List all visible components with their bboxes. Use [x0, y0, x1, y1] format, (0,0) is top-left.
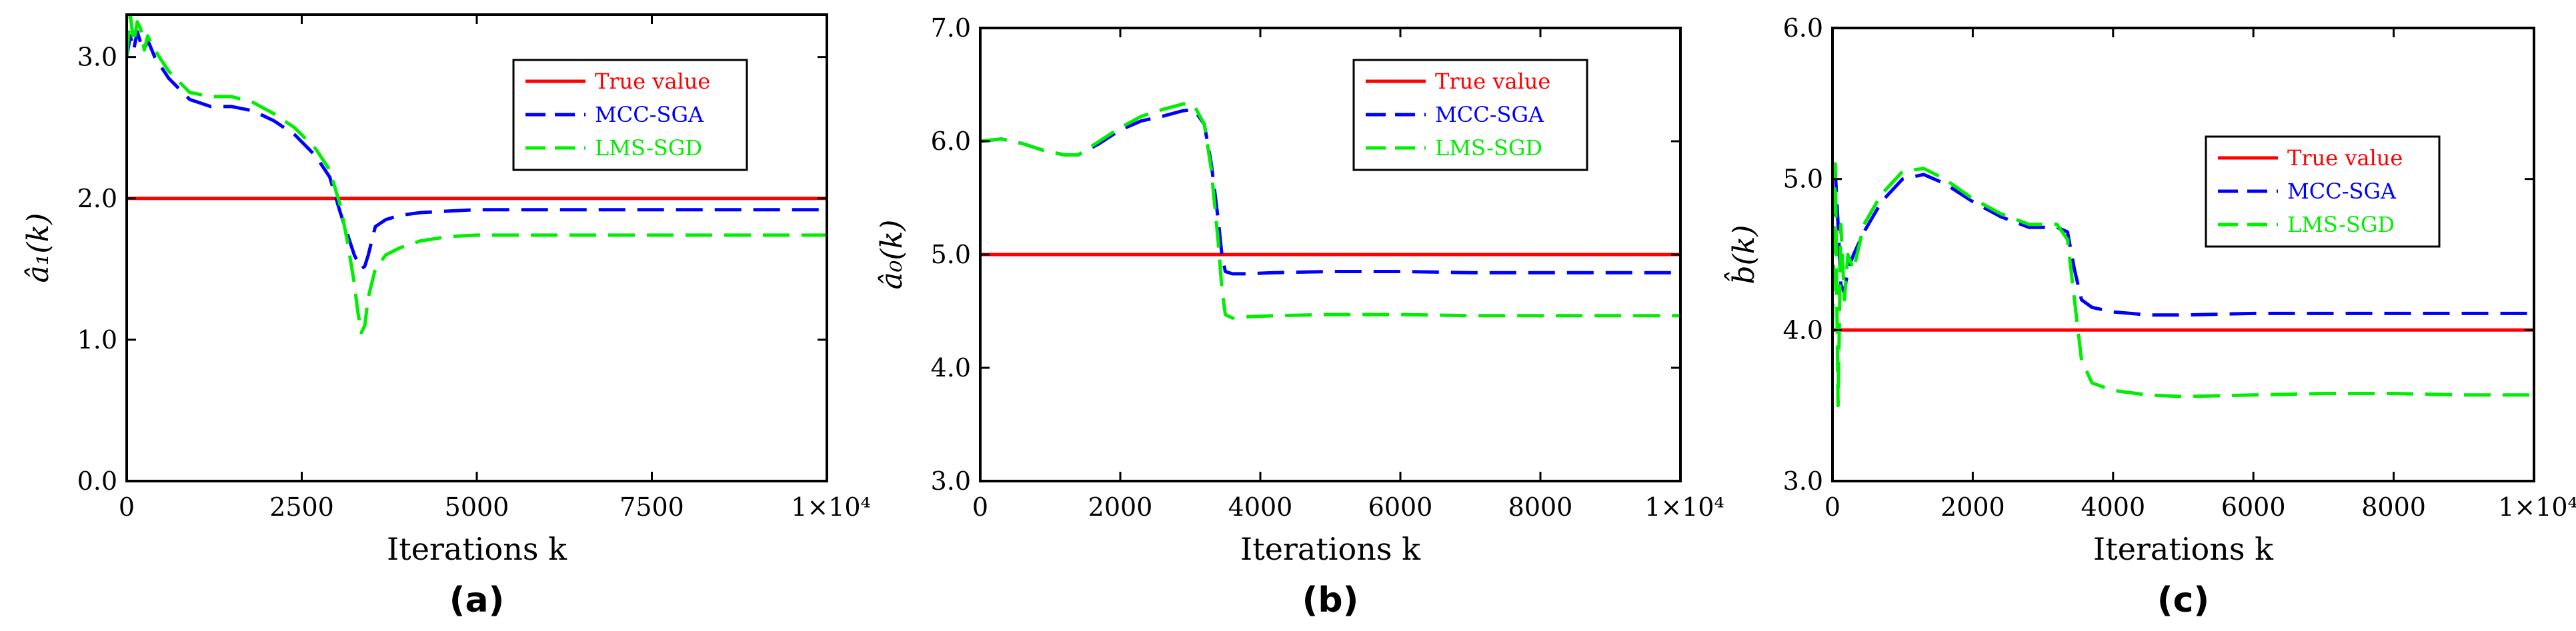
- x-tick-label: 4000: [1228, 492, 1293, 522]
- y-tick-label: 5.0: [931, 240, 971, 269]
- panel-1: 0 2500 5000 7500 1×10⁴ 0.0 1.0 2.0 3.0 Iterations…: [21, 13, 871, 620]
- legend-entry-label: LMS-SGD: [595, 135, 702, 161]
- series-lms-sgd: [127, 15, 827, 334]
- y-tick-label: 3.0: [1783, 466, 1823, 496]
- x-tick-label: 2500: [269, 492, 334, 522]
- y-tick-label: 3.0: [77, 43, 117, 72]
- legend-entry-label: MCC-SGA: [2287, 179, 2397, 204]
- legend-box: [2205, 135, 2441, 248]
- x-tick-label: 8000: [1508, 492, 1573, 522]
- y-tick-label: 4.0: [1783, 315, 1823, 344]
- series-lms-sgd: [980, 102, 1680, 320]
- y-axis-label: â₀(k): [875, 220, 909, 290]
- x-axis-label: Iterations k: [1240, 531, 1421, 567]
- legend: True value MCC-SGA LMS-SGD: [512, 59, 748, 171]
- legend-entry-label: LMS-SGD: [2287, 212, 2395, 237]
- y-tick-label: 3.0: [931, 466, 971, 496]
- y-tick-label: 4.0: [931, 353, 971, 382]
- y-tick-label: 1.0: [77, 325, 117, 354]
- y-tick-label: 6.0: [1783, 13, 1823, 43]
- x-axis-label: Iterations k: [2093, 531, 2274, 567]
- legend: True value MCC-SGA LMS-SGD: [2205, 135, 2441, 248]
- legend-entry-label: True value: [2287, 145, 2403, 171]
- panel-label: (b): [1302, 580, 1359, 620]
- panel-label: (c): [2157, 580, 2209, 620]
- y-tick-label: 2.0: [77, 184, 117, 213]
- legend-entry-label: MCC-SGA: [1435, 102, 1544, 127]
- legend-box: [512, 59, 748, 171]
- panel-2: 0 2000 4000 6000 8000 1×10⁴ 3.0 4.0 5.0 6.0 7.0 Ite…: [875, 13, 1724, 620]
- x-tick-label: 1×10⁴: [791, 492, 871, 522]
- x-tick-label: 6000: [1368, 492, 1433, 522]
- plot-frame: [1831, 27, 2535, 482]
- x-tick-label: 7500: [619, 492, 684, 522]
- y-tick-label: 7.0: [931, 13, 971, 43]
- y-axis-label: â₁(k): [21, 213, 55, 283]
- legend-box: [1352, 59, 1588, 171]
- x-tick-label: 0: [119, 492, 135, 522]
- x-tick-label: 4000: [2081, 492, 2145, 522]
- x-tick-label: 1×10⁴: [2498, 492, 2576, 522]
- x-tick-label: 0: [972, 492, 988, 522]
- legend-entry-label: True value: [595, 69, 710, 94]
- legend: True value MCC-SGA LMS-SGD: [1352, 59, 1588, 171]
- panel-3: 0 2000 4000 6000 8000 1×10⁴ 3.0 4.0 5.0 6.0 Iterat…: [1722, 13, 2576, 620]
- y-axis-label: b̂(k): [1722, 225, 1761, 284]
- x-tick-label: 6000: [2221, 492, 2286, 522]
- legend-entry-label: True value: [1435, 69, 1550, 94]
- panel-label: (a): [449, 580, 505, 620]
- x-tick-label: 0: [1824, 492, 1840, 522]
- y-tick-label: 5.0: [1783, 165, 1823, 194]
- y-tick-label: 6.0: [931, 127, 971, 156]
- x-tick-label: 5000: [445, 492, 509, 522]
- y-tick-label: 0.0: [77, 466, 117, 496]
- legend-entry-label: LMS-SGD: [1435, 135, 1542, 161]
- legend-entry-label: MCC-SGA: [595, 102, 704, 127]
- x-tick-label: 8000: [2361, 492, 2426, 522]
- x-tick-label: 1×10⁴: [1644, 492, 1724, 522]
- x-axis-label: Iterations k: [387, 531, 567, 567]
- series-lms-sgd: [1832, 162, 2534, 408]
- x-tick-label: 2000: [1941, 492, 2005, 522]
- x-tick-label: 2000: [1088, 492, 1153, 522]
